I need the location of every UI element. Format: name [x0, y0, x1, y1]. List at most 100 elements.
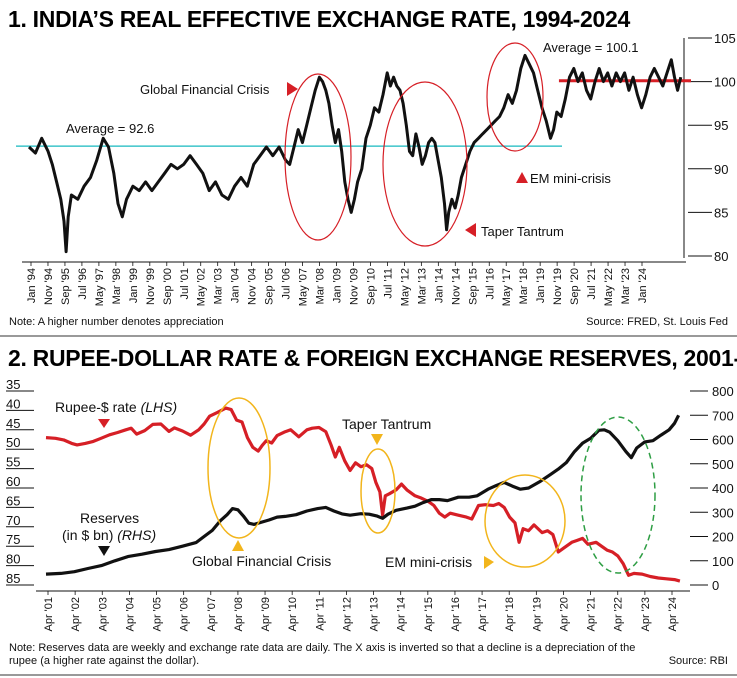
average-label-1: Average = 92.6: [66, 121, 154, 136]
chart2-left-y-tick-label: 55: [6, 455, 20, 470]
chart1-x-tick-label: Mar '23: [620, 268, 632, 304]
chart1-x-tick-label: Jul '06: [281, 268, 293, 299]
em-label-2: EM mini-crisis: [385, 554, 472, 570]
reserves-label-line1: Reserves: [80, 510, 139, 526]
chart2-x-tick-label: Apr '17: [477, 597, 489, 632]
average-label-2: Average = 100.1: [543, 40, 639, 55]
gfc-label-1: Global Financial Crisis: [140, 82, 270, 97]
chart2-x-tick-label: Apr '15: [423, 597, 435, 632]
rupee-label-axis: (LHS): [141, 399, 178, 415]
reserves-label-line2: (in $ bn) (RHS): [62, 527, 156, 543]
chart2-left-y-tick-label: 85: [6, 571, 20, 586]
chart2-right-y-tick-label: 700: [712, 408, 734, 423]
chart1-y-tick-label: 80: [714, 249, 728, 264]
rupee-label-main: Rupee-$ rate: [55, 399, 141, 415]
em-arrow-1: [516, 172, 528, 183]
rupee-arrow: [98, 419, 110, 428]
chart2-right-y-tick-label: 300: [712, 505, 734, 520]
chart1-x-axis: Jan '94 Nov '94 Sep '95 Jul '96 May '97 Mar '…: [22, 261, 686, 306]
chart2-x-tick-label: Apr '23: [640, 597, 652, 632]
chart1-x-tick-label: Sep '95: [60, 268, 72, 305]
chart2-left-y-tick-label: 75: [6, 532, 20, 547]
chart1-x-tick-label: Nov '99: [145, 268, 157, 305]
chart2-x-tick-label: Apr '01: [43, 597, 55, 632]
chart1-x-tick-label: Jan '14: [433, 268, 445, 303]
chart1-y-axis: 105 100 95 90 85 80: [683, 31, 736, 264]
chart2-x-tick-label: Apr '12: [341, 597, 353, 632]
em-label-1: EM mini-crisis: [530, 171, 611, 186]
chart1-x-tick-label: Jul '01: [179, 268, 191, 299]
chart1-x-tick-label: Sep '00: [162, 268, 174, 305]
chart2-x-tick-label: Apr '04: [124, 597, 136, 632]
chart2-x-tick-label: Apr '20: [558, 597, 570, 632]
reserves-label-unit: (in $ bn): [62, 527, 117, 543]
chart1-x-tick-label: Jan '94: [26, 268, 38, 303]
taper-label-1: Taper Tantrum: [481, 224, 564, 239]
em-arrow-2: [484, 556, 494, 569]
chart2-x-tick-label: Apr '08: [233, 597, 245, 632]
taper-label-2: Taper Tantrum: [342, 416, 431, 432]
chart1-x-tick-label: Nov '04: [247, 268, 259, 305]
chart2-x-tick-label: Apr '10: [287, 597, 299, 632]
chart2-left-y-tick-label: 35: [6, 377, 20, 392]
em-ellipse-2: [484, 474, 566, 568]
chart1-x-tick-label: Sep '15: [467, 268, 479, 305]
chart2-left-y-tick-label: 70: [6, 513, 20, 528]
chart1-x-tick-label: Jan '04: [230, 268, 242, 303]
chart1-x-tick-label: Sep '05: [264, 268, 276, 305]
rupee-series-label: Rupee-$ rate (LHS): [55, 399, 177, 415]
chart1-x-tick-label: Jul '16: [484, 268, 496, 299]
chart1-y-tick-label: 95: [714, 118, 728, 133]
chart2-x-tick-label: Apr '18: [504, 597, 516, 632]
chart2-x-tick-label: Apr '21: [586, 597, 598, 632]
gfc-arrow-2: [232, 540, 244, 551]
chart2-left-y-tick-label: 80: [6, 552, 20, 567]
taper-arrow-2: [371, 434, 383, 445]
chart1-x-tick-label: May '02: [196, 268, 208, 306]
chart2-left-y-tick-label: 40: [6, 396, 20, 411]
chart1-x-tick-label: Sep '20: [569, 268, 581, 305]
chart1-x-tick-label: Sep '10: [365, 268, 377, 305]
chart1-y-tick-label: 85: [714, 205, 728, 220]
chart2-x-tick-label: Apr '06: [179, 597, 191, 632]
chart1-x-tick-label: Jul '21: [586, 268, 598, 299]
chart2-x-tick-label: Apr '09: [260, 597, 272, 632]
chart2-annotations: Rupee-$ rate (LHS) Reserves (in $ bn) (R…: [55, 397, 656, 574]
chart1-y-tick-label: 90: [714, 162, 728, 177]
chart1-source: Source: FRED, St. Louis Fed: [586, 316, 728, 328]
chart1-x-tick-label: Nov '94: [43, 268, 55, 305]
chart2-x-tick-label: Apr '22: [613, 597, 625, 632]
taper-arrow-1: [465, 223, 476, 237]
chart1-annotations: Global Financial Crisis Taper Tantrum EM…: [66, 40, 639, 247]
chart2-x-axis: Apr '01 Apr '02 Apr '03 Apr '04 Apr '05 Apr '…: [36, 590, 690, 632]
chart2-right-y-tick-label: 400: [712, 481, 734, 496]
chart1-x-tick-label: Mar '18: [518, 268, 530, 304]
chart1-x-tick-label: Jan '09: [332, 268, 344, 303]
gfc-label-2: Global Financial Crisis: [192, 553, 331, 569]
chart2-source: Source: RBI: [669, 655, 728, 667]
chart2-right-y-tick-label: 200: [712, 530, 734, 545]
chart1-y-tick-label: 100: [714, 75, 736, 90]
reserves-label-axis: (RHS): [117, 527, 156, 543]
chart1-x-tick-label: Nov '19: [552, 268, 564, 305]
chart2-left-y-tick-label: 50: [6, 435, 20, 450]
chart1-x-tick-label: Mar '03: [213, 268, 225, 304]
chart2-x-tick-label: Apr '11: [314, 597, 326, 631]
chart2-left-y-tick-label: 65: [6, 493, 20, 508]
reserves-line: [45, 414, 681, 576]
chart2-note-line2: rupee (a higher rate against the dollar)…: [9, 655, 199, 667]
chart2-right-y-tick-label: 0: [712, 578, 719, 593]
chart1-x-tick-label: Jan '99: [128, 268, 140, 303]
reserves-arrow: [98, 546, 110, 556]
em-ellipse-1: [486, 42, 544, 152]
chart2-right-y-tick-label: 800: [712, 384, 734, 399]
chart2-title: 2. RUPEE-DOLLAR RATE & FOREIGN EXCHANGE …: [8, 345, 737, 371]
chart1-x-tick-label: Mar '98: [111, 268, 123, 304]
chart1-average-lines: [16, 79, 691, 147]
chart1-x-tick-label: Nov '09: [348, 268, 360, 305]
chart1-x-tick-label: May '22: [603, 268, 615, 306]
chart2-right-y-tick-label: 500: [712, 457, 734, 472]
chart1-x-tick-label: May '12: [399, 268, 411, 306]
chart2-x-tick-label: Apr '05: [152, 597, 164, 632]
